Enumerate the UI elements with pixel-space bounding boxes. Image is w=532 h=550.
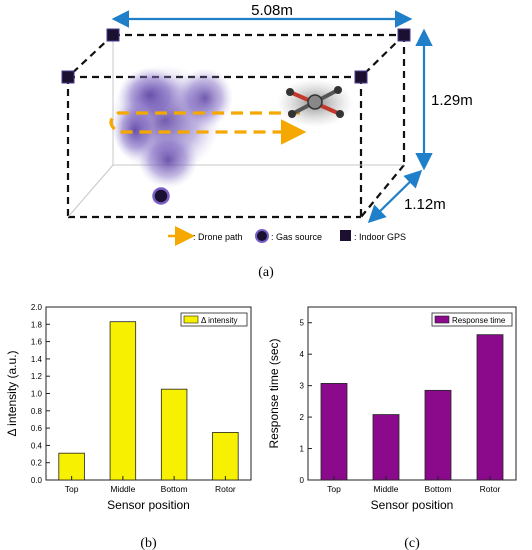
- y-tick-label: 3: [300, 382, 305, 391]
- y-tick-label: 0.4: [31, 441, 43, 450]
- gps-cube: [61, 70, 75, 84]
- depth-label: 1.12m: [404, 196, 446, 213]
- legend-box: [431, 312, 513, 327]
- legend-label: Response time: [452, 316, 506, 325]
- gas-source-marker: [152, 187, 170, 205]
- y-tick-label: 2: [300, 413, 305, 422]
- y-axis-label: Response time (sec): [267, 338, 281, 448]
- gps-cube: [397, 28, 411, 42]
- x-tick-label: Middle: [110, 484, 135, 494]
- caption-a: (a): [258, 265, 274, 280]
- gps-cube: [106, 28, 120, 42]
- gps-cube: [354, 70, 368, 84]
- indoor-gps-markers: [61, 28, 411, 84]
- y-tick-label: 1.8: [31, 320, 43, 329]
- x-axis-label: Sensor position: [371, 498, 454, 512]
- x-tick-label: Rotor: [215, 484, 236, 494]
- y-tick-label: 5: [300, 319, 305, 328]
- drone-icon: [277, 79, 353, 127]
- caption: (c): [404, 536, 420, 550]
- dimension-arrows: [111, 10, 433, 224]
- y-tick-label: 1.0: [31, 390, 43, 399]
- plot-frame: [307, 306, 517, 481]
- bar-bottom: [424, 389, 452, 481]
- y-tick-label: 0.6: [31, 424, 43, 433]
- chart-response-time: 0 1 2 3 4 5 Top Middle Bottom Rotor Sensor positio…: [267, 306, 517, 550]
- caption: (b): [140, 536, 157, 550]
- diagram-legend: : Drone path : Gas source : Indoor GPS: [168, 226, 406, 246]
- x-tick-label: Top: [327, 484, 341, 494]
- height-label: 1.29m: [431, 92, 473, 109]
- y-tick-label: 0.8: [31, 407, 43, 416]
- legend-label: Δ intensity: [201, 316, 237, 325]
- y-tick-label: 0.2: [31, 459, 43, 468]
- y-tick-label: 4: [300, 350, 305, 359]
- bar-top: [320, 383, 348, 481]
- legend-gps-icon: [340, 230, 351, 241]
- y-tick-label: 2.0: [31, 303, 43, 312]
- x-axis-label: Sensor position: [107, 498, 190, 512]
- x-tick-label: Top: [65, 484, 79, 494]
- legend-swatch: [183, 315, 199, 324]
- y-tick-label: 1: [300, 445, 305, 454]
- legend-drone-path: : Drone path: [193, 232, 243, 242]
- legend-indoor-gps: : Indoor GPS: [354, 232, 406, 242]
- legend-gas-source: : Gas source: [271, 232, 322, 242]
- bar-bottom: [160, 388, 188, 481]
- legend-swatch: [434, 315, 450, 324]
- bar-rotor: [212, 432, 239, 481]
- y-tick-label: 1.6: [31, 338, 43, 347]
- x-tick-label: Rotor: [480, 484, 501, 494]
- x-tick-label: Bottom: [161, 484, 188, 494]
- bar-middle: [372, 414, 400, 481]
- room-box: [66, 33, 406, 219]
- gas-plume: [110, 65, 233, 188]
- bar-middle: [109, 321, 137, 481]
- width-label: 5.08m: [251, 2, 293, 19]
- x-tick-label: Middle: [373, 484, 398, 494]
- y-axis-label: Δ intensity (a.u.): [5, 350, 19, 436]
- x-tick-label: Bottom: [425, 484, 452, 494]
- y-tick-label: 0.0: [31, 476, 43, 485]
- drone-path: [109, 111, 307, 145]
- chart-delta-intensity: 0.0 0.2 0.4 0.6 0.8 1.0 1.2 1.4 1.6 1.8 2.0 Top Midd…: [5, 303, 252, 550]
- legend-gas-icon: [255, 229, 269, 243]
- bar-top: [58, 452, 85, 481]
- y-tick-label: 1.4: [31, 355, 43, 364]
- y-tick-label: 1.2: [31, 372, 43, 381]
- bar-rotor: [476, 334, 504, 481]
- y-tick-label: 0: [300, 476, 305, 485]
